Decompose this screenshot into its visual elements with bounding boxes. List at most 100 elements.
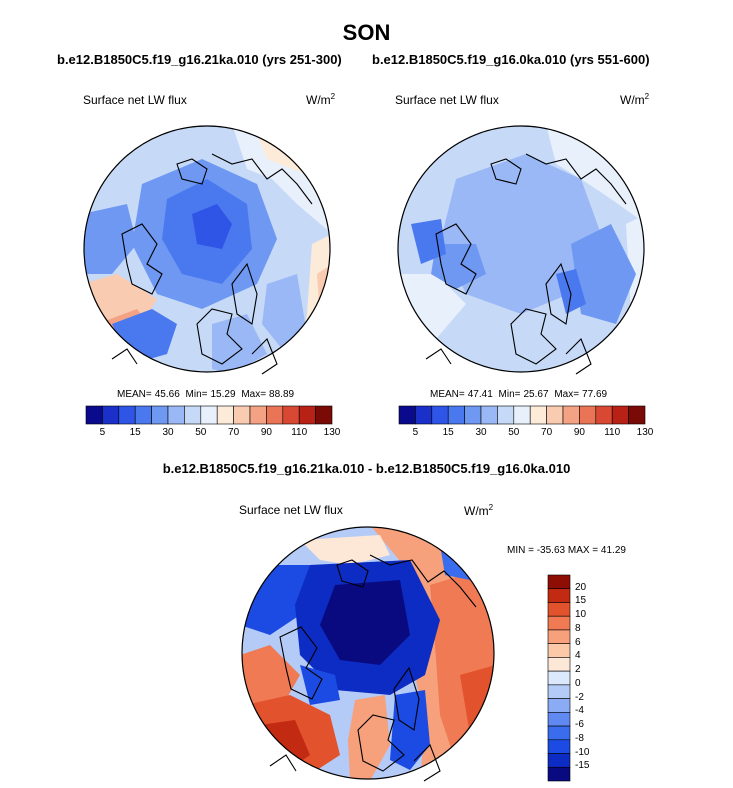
- colorbar-tick-label: 30: [162, 427, 174, 438]
- colorbar-tick-label: 2: [575, 664, 581, 676]
- colorbar-box: [547, 725, 571, 741]
- colorbar-box: [547, 753, 571, 768]
- colorbar-box: [233, 405, 251, 425]
- diff-map-ne-cold: [440, 545, 475, 580]
- map-2-coastlines: [425, 153, 627, 375]
- colorbar-box: [547, 670, 571, 686]
- difference-colorbar-ticks: 20 15 10 8 6 4 2 0 -2 -4 -6 -8 -10 -15: [575, 575, 615, 781]
- panel-1-colorbar: [85, 405, 333, 425]
- colorbar-box: [611, 405, 629, 425]
- colorbar-tick-label: 90: [573, 427, 585, 438]
- colorbar-tick-label: 4: [575, 650, 581, 662]
- colorbar-box: [562, 405, 580, 425]
- colorbar-box: [266, 405, 284, 425]
- colorbar-box: [547, 615, 571, 631]
- colorbar-box: [547, 766, 571, 782]
- colorbar-tick-label: 5: [99, 427, 106, 438]
- colorbar-tick-label: 90: [260, 427, 272, 438]
- panel-1-colorbar-ticks: 5 15 30 50 70 90 110 130: [86, 427, 341, 441]
- colorbar-tick-label: 50: [508, 427, 520, 438]
- colorbar-tick-label: -15: [575, 760, 590, 772]
- map-2-east-cool: [571, 224, 636, 324]
- colorbar-box: [134, 405, 152, 425]
- colorbar-box: [447, 405, 465, 425]
- colorbar-box: [398, 405, 416, 425]
- colorbar-tick-label: 5: [412, 427, 419, 438]
- difference-variable-label: Surface net LW flux: [239, 503, 343, 517]
- colorbar-tick-label: 15: [575, 595, 587, 607]
- colorbar-box: [315, 405, 333, 425]
- colorbar-tick-label: -6: [575, 719, 584, 731]
- difference-colorbar: [547, 574, 571, 782]
- colorbar-box: [85, 405, 103, 425]
- colorbar-tick-label: 8: [575, 622, 581, 634]
- diff-map-coastlines: [269, 554, 477, 782]
- colorbar-tick-label: 130: [636, 427, 654, 438]
- panel-1-stats: MEAN= 45.66 Min= 15.29 Max= 88.89: [117, 389, 295, 400]
- colorbar-box: [282, 405, 300, 425]
- difference-units: W/m2: [464, 503, 494, 518]
- colorbar-box: [200, 405, 218, 425]
- colorbar-box: [547, 643, 571, 658]
- colorbar-box: [118, 405, 136, 425]
- panel-1-units: W/m2: [306, 92, 336, 107]
- colorbar-box: [249, 405, 267, 425]
- colorbar-box: [547, 574, 571, 590]
- colorbar-box: [497, 405, 515, 425]
- diff-map-west-cold: [300, 665, 340, 705]
- colorbar-box: [184, 405, 202, 425]
- difference-stats: MIN = -35.63 MAX = 41.29: [507, 545, 626, 556]
- colorbar-box: [298, 405, 316, 425]
- map-1-west-cool: [84, 204, 137, 274]
- colorbar-tick-label: -4: [575, 705, 584, 717]
- colorbar-box: [547, 684, 571, 699]
- panel-1-variable-label: Surface net LW flux: [83, 93, 187, 107]
- diff-map-north-light: [300, 535, 390, 565]
- colorbar-tick-label: 0: [575, 677, 581, 689]
- colorbar-box: [547, 602, 571, 617]
- colorbar-box: [431, 405, 449, 425]
- colorbar-tick-label: 130: [323, 427, 341, 438]
- colorbar-box: [480, 405, 498, 425]
- map-2-border: [397, 125, 645, 373]
- colorbar-box: [547, 588, 571, 603]
- panel-1-map: [83, 125, 331, 375]
- colorbar-box: [547, 657, 571, 672]
- map-2-center-cool: [556, 269, 586, 314]
- map-1-east-light: [262, 274, 307, 349]
- colorbar-tick-label: -2: [575, 691, 584, 703]
- diff-map-arctic-coldest: [320, 580, 410, 665]
- colorbar-tick-label: 15: [129, 427, 141, 438]
- colorbar-tick-label: 50: [195, 427, 207, 438]
- season-title: SON: [342, 20, 391, 45]
- map-1-border: [83, 125, 331, 373]
- diff-map-south-cold: [390, 690, 430, 770]
- colorbar-box: [415, 405, 433, 425]
- map-2-west-cooler: [411, 219, 446, 264]
- difference-map: [241, 526, 495, 782]
- colorbar-tick-label: 70: [541, 427, 553, 438]
- colorbar-box: [216, 405, 234, 425]
- difference-title: b.e12.B1850C5.f19_g16.21ka.010 - b.e12.B…: [162, 461, 571, 476]
- colorbar-box: [102, 405, 120, 425]
- colorbar-box: [547, 698, 571, 713]
- panel-2-case-title: b.e12.B1850C5.f19_g16.0ka.010 (yrs 551-6…: [372, 52, 650, 67]
- colorbar-box: [546, 405, 564, 425]
- colorbar-tick-label: 15: [442, 427, 454, 438]
- colorbar-tick-label: -8: [575, 732, 584, 744]
- colorbar-box: [547, 712, 571, 727]
- colorbar-box: [464, 405, 482, 425]
- panel-1-case-title: b.e12.B1850C5.f19_g16.21ka.010 (yrs 251-…: [57, 52, 342, 67]
- panel-2-map: [397, 125, 645, 375]
- colorbar-box: [595, 405, 613, 425]
- colorbar-tick-label: 110: [291, 427, 308, 438]
- map-1-east-warmer: [317, 264, 330, 324]
- colorbar-box: [513, 405, 531, 425]
- colorbar-box: [547, 629, 571, 644]
- map-1-arctic-darkest: [192, 204, 232, 249]
- colorbar-tick-label: 20: [575, 581, 587, 593]
- diff-map-border: [241, 526, 495, 780]
- colorbar-tick-label: 6: [575, 636, 581, 648]
- panel-2-variable-label: Surface net LW flux: [395, 93, 499, 107]
- colorbar-box: [167, 405, 185, 425]
